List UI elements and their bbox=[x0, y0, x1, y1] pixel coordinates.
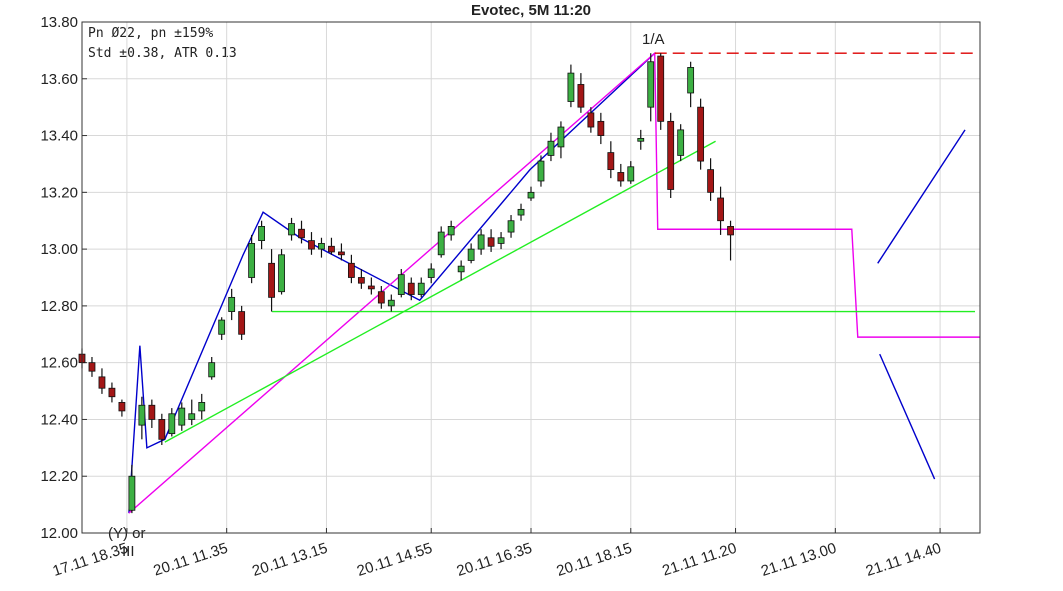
candle-body bbox=[507, 220, 515, 233]
candle-body bbox=[557, 126, 565, 148]
y-tick-label: 13.80 bbox=[40, 14, 78, 31]
candle-body bbox=[497, 237, 505, 244]
x-tick-label: 20.11 18.15 bbox=[554, 540, 634, 580]
candle-body bbox=[387, 299, 395, 307]
candle-body bbox=[377, 291, 385, 304]
candle-body bbox=[587, 112, 595, 128]
candle-body bbox=[248, 243, 256, 278]
y-tick-label: 12.00 bbox=[40, 525, 78, 542]
annotation: III bbox=[122, 543, 135, 560]
candle-body bbox=[108, 387, 116, 398]
candle-body bbox=[637, 137, 645, 142]
x-tick-label: 20.11 16.35 bbox=[455, 540, 535, 580]
candle-body bbox=[407, 282, 415, 295]
candle-body bbox=[417, 282, 425, 295]
candle-body bbox=[278, 254, 285, 293]
candle-body bbox=[677, 129, 685, 156]
candle-body bbox=[367, 285, 375, 290]
candle-body bbox=[88, 362, 96, 372]
candle-body bbox=[158, 419, 166, 440]
candle-body bbox=[118, 402, 126, 412]
candle-body bbox=[627, 166, 635, 182]
candle-body bbox=[268, 262, 275, 298]
overlay-line bbox=[128, 51, 980, 514]
annotation: 1/A bbox=[642, 31, 665, 48]
chart-title: Evotec, 5M 11:20 bbox=[471, 2, 591, 19]
candle-body bbox=[298, 228, 305, 239]
candle-body bbox=[258, 225, 266, 241]
candle-body bbox=[288, 223, 295, 236]
candle-body bbox=[208, 362, 216, 378]
candle-body bbox=[218, 319, 226, 335]
x-tick-label: 21.11 14.40 bbox=[864, 540, 944, 580]
candle-body bbox=[188, 413, 196, 420]
overlay-line bbox=[879, 353, 936, 480]
candle-body bbox=[228, 296, 236, 312]
x-tick-label: 20.11 13.15 bbox=[250, 540, 330, 580]
candle-body bbox=[547, 140, 555, 156]
candle-body bbox=[537, 160, 545, 182]
candle-body bbox=[697, 106, 705, 162]
candle-body bbox=[667, 120, 675, 190]
candle-body bbox=[727, 225, 734, 236]
y-tick-label: 12.40 bbox=[40, 411, 78, 428]
plot-frame bbox=[81, 21, 981, 534]
y-tick-label: 12.20 bbox=[40, 468, 78, 485]
candle-body bbox=[577, 84, 585, 108]
candle-body bbox=[198, 402, 206, 412]
candle-body bbox=[168, 413, 176, 435]
candle-body bbox=[328, 245, 335, 253]
candle-body bbox=[657, 55, 665, 122]
y-tick-label: 12.80 bbox=[40, 298, 78, 315]
info-line: Pn Ø22, pn ±159% bbox=[88, 26, 213, 41]
candle-body bbox=[467, 248, 475, 261]
x-tick-label: 21.11 11.20 bbox=[660, 540, 738, 580]
candle-body bbox=[138, 404, 146, 426]
y-tick-label: 13.40 bbox=[40, 128, 78, 145]
candle-body bbox=[567, 72, 575, 102]
candle-body bbox=[347, 262, 355, 278]
candle-body bbox=[128, 475, 136, 511]
x-tick-label: 21.11 13.00 bbox=[759, 540, 839, 580]
candle-body bbox=[437, 231, 445, 256]
candle-body bbox=[148, 404, 156, 420]
candle-body bbox=[178, 407, 186, 426]
candle-body bbox=[457, 265, 465, 273]
candle-body bbox=[308, 240, 315, 250]
y-tick-label: 13.60 bbox=[40, 71, 78, 88]
candle-body bbox=[238, 311, 246, 335]
x-tick-label: 17.11 18.35 bbox=[51, 540, 131, 580]
candle-body bbox=[607, 152, 615, 171]
candle-body bbox=[427, 268, 435, 278]
overlay-line bbox=[877, 129, 966, 264]
candle-body bbox=[717, 197, 724, 222]
overlay-line bbox=[128, 52, 656, 514]
candle-body bbox=[647, 61, 655, 108]
candle-body bbox=[477, 234, 485, 250]
candle-body bbox=[397, 274, 405, 295]
candle-body bbox=[447, 225, 455, 236]
overlay-line bbox=[164, 140, 716, 443]
candle-body bbox=[517, 208, 525, 216]
y-tick-label: 13.00 bbox=[40, 241, 78, 258]
info-line: Std ±0.38, ATR 0.13 bbox=[88, 46, 237, 61]
candle-body bbox=[357, 277, 365, 284]
candle-body bbox=[487, 237, 495, 247]
x-tick-label: 20.11 14.55 bbox=[355, 540, 435, 580]
candle-body bbox=[687, 67, 695, 94]
candle-body bbox=[597, 120, 605, 136]
x-tick-label: 20.11 11.35 bbox=[151, 540, 229, 580]
candle-body bbox=[338, 251, 345, 256]
candle-body bbox=[707, 169, 714, 193]
candle-body bbox=[318, 243, 325, 250]
candle-body bbox=[617, 172, 625, 182]
candle-body bbox=[527, 191, 535, 199]
y-tick-label: 13.20 bbox=[40, 184, 78, 201]
candle-body bbox=[98, 376, 106, 389]
y-tick-label: 12.60 bbox=[40, 355, 78, 372]
